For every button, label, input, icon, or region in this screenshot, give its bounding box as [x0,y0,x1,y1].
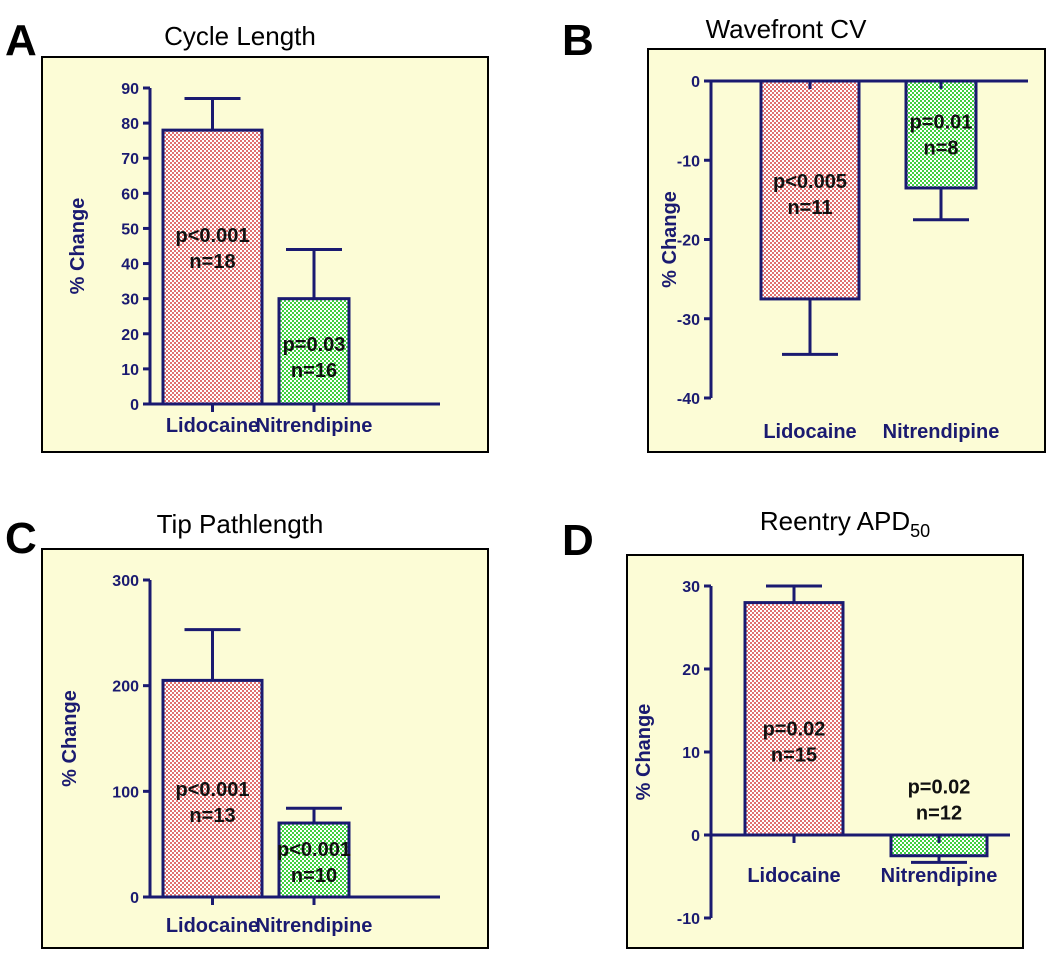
chart-panel-b: B Wavefront CV -40 -30 -20 -10 0 % Change Lidoca… [562,14,1046,453]
chart-panel-c: C Tip Pathlength 0 100 200 300 % Change Lidocai… [5,509,489,949]
category-label: Lidocaine [763,421,856,443]
panel-letter: C [5,514,37,563]
panel-frame [41,56,489,453]
y-tick-label: 40 [121,257,139,274]
y-tick-label: -30 [677,312,700,329]
y-axis-title: % Change [59,690,81,787]
y-tick-label: 20 [682,662,700,679]
y-tick-label: 10 [121,362,139,379]
category-label: Lidocaine [747,865,840,887]
title-subscript: 50 [910,521,930,541]
bar-lidocaine [161,678,264,899]
n-label: n=16 [291,360,337,382]
category-label: Nitrendipine [256,915,373,937]
y-tick-label: 80 [121,116,139,133]
y-tick-label: 30 [682,579,700,596]
y-tick-label: 50 [121,221,139,238]
n-label: n=11 [787,197,832,219]
y-tick-label: 90 [121,81,139,98]
y-tick-label: 0 [130,890,139,907]
category-label: Nitrendipine [256,415,373,437]
category-label: Nitrendipine [881,865,998,887]
chart-panel-d: D Reentry APD50 -10 0 10 20 30 % Change Lidocain… [562,506,1024,949]
y-axis-title: % Change [659,191,681,288]
y-tick-label: 200 [112,679,139,696]
y-tick-label: -10 [677,153,700,170]
y-tick-label: 0 [691,74,700,91]
category-label: Nitrendipine [883,421,1000,443]
y-tick-label: 70 [121,151,139,168]
n-label: n=12 [916,803,962,825]
y-tick-label: 60 [121,186,139,203]
y-tick-label: -20 [677,233,700,250]
panel-frame [41,548,489,949]
y-tick-label: -10 [677,911,700,928]
bar-lidocaine [759,79,861,301]
panel-letter: B [562,16,594,65]
chart-panel-a: A Cycle Length 0 10 20 30 40 50 60 70 80 90 % Change… [5,16,489,453]
y-axis-title: % Change [633,704,655,801]
n-label: n=8 [923,138,958,160]
y-tick-label: 0 [691,828,700,845]
p-value-label: p<0.001 [176,225,250,247]
category-label: Lidocaine [166,915,259,937]
p-value-label: p=0.01 [910,112,973,134]
panel-letter: D [562,516,594,565]
chart-title: Reentry APD50 [760,506,930,541]
y-tick-label: 20 [121,327,139,344]
p-value-label: p<0.001 [277,839,351,861]
n-label: n=15 [771,745,817,767]
chart-title: Tip Pathlength [157,509,324,539]
bar-lidocaine [743,601,845,837]
y-tick-label: 30 [121,292,139,309]
bar-lidocaine [161,128,264,406]
n-label: n=10 [291,865,337,887]
bar-nitrendipine [277,821,351,899]
p-value-label: p=0.02 [763,719,826,741]
p-value-label: p<0.001 [176,779,250,801]
chart-title: Cycle Length [164,21,316,51]
p-value-label: p=0.02 [908,777,971,799]
y-tick-label: 10 [682,745,700,762]
y-axis-title: % Change [67,198,89,295]
bar-nitrendipine [277,297,351,406]
category-label: Lidocaine [166,415,259,437]
y-tick-label: 100 [112,784,139,801]
n-label: n=13 [189,805,235,827]
y-tick-label: -40 [677,391,700,408]
p-value-label: p=0.03 [283,334,346,356]
y-tick-label: 0 [130,397,139,414]
panel-letter: A [5,16,37,65]
p-value-label: p<0.005 [773,171,847,193]
chart-title: Wavefront CV [706,14,868,44]
n-label: n=18 [189,251,235,273]
bar-nitrendipine [904,79,978,190]
y-tick-label: 300 [112,573,139,590]
